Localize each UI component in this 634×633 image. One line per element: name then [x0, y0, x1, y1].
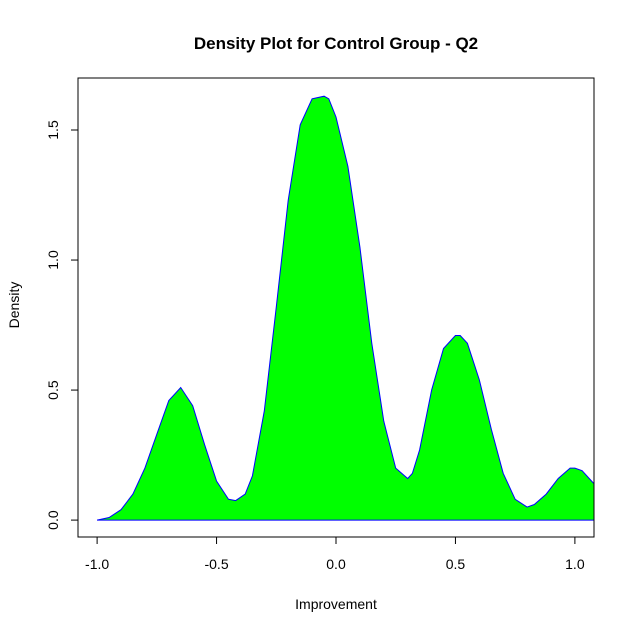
- x-tick-label: 1.0: [565, 556, 585, 572]
- density-fill: [97, 96, 594, 521]
- chart-title: Density Plot for Control Group - Q2: [194, 34, 478, 53]
- y-tick-label: 1.0: [45, 250, 61, 270]
- plot-area: [77, 77, 595, 538]
- x-tick-label: 0.5: [446, 556, 466, 572]
- density-line: [96, 95, 595, 521]
- x-tick-label: -1.0: [85, 556, 109, 572]
- x-tick-label: -0.5: [204, 556, 228, 572]
- x-axis-label: Improvement: [295, 596, 377, 612]
- y-tick-label: 1.5: [45, 120, 61, 140]
- y-axis-label: Density: [6, 282, 22, 329]
- x-tick-label: 0.0: [326, 556, 346, 572]
- y-tick-label: 0.0: [45, 510, 61, 530]
- x-axis: -1.0 -0.5 0.0 0.5 1.0: [85, 536, 585, 572]
- y-axis: 0.0 0.5 1.0 1.5: [45, 120, 79, 530]
- y-tick-label: 0.5: [45, 380, 61, 400]
